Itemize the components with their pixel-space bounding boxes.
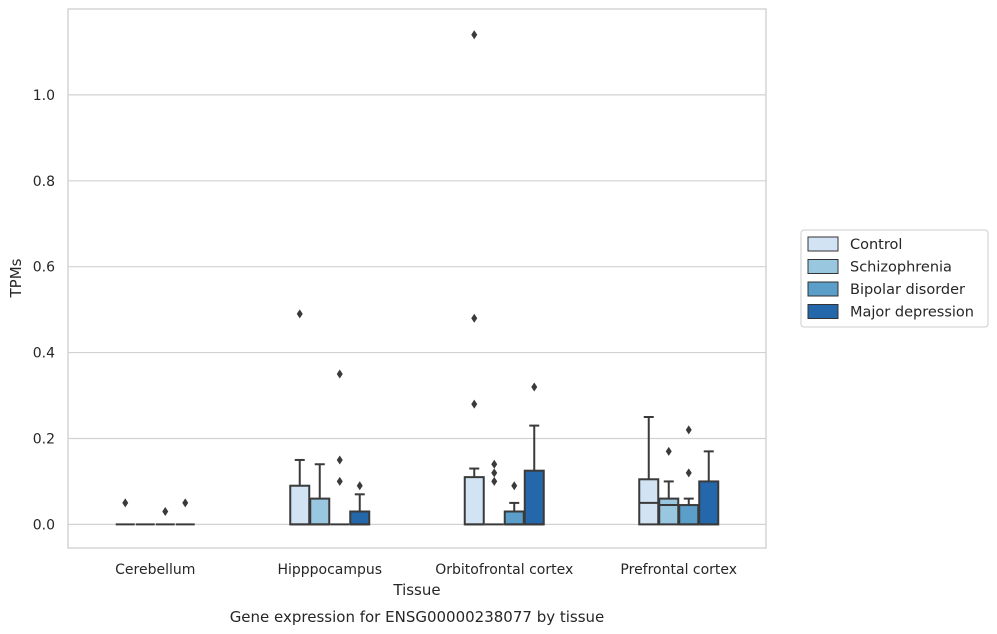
box-body xyxy=(698,480,720,526)
legend-label: Bipolar disorder xyxy=(850,282,965,298)
outlier-point xyxy=(182,498,189,508)
x-tick-label: Cerebellum xyxy=(115,562,195,578)
box-body xyxy=(678,504,700,526)
grid-lines xyxy=(68,94,766,525)
outlier-point xyxy=(471,399,478,409)
outlier-point xyxy=(122,498,129,508)
outlier-point xyxy=(491,468,498,478)
box-major-depression xyxy=(698,450,720,526)
legend-label: Schizophrenia xyxy=(850,260,952,276)
box-body xyxy=(658,497,680,526)
y-tick-label: 0.6 xyxy=(33,260,55,276)
x-tick-labels: Cerebellum Hipppocampus Orbitofrontal cort… xyxy=(115,562,737,578)
legend-frame xyxy=(800,229,989,328)
legend-swatch xyxy=(807,259,839,274)
box-bipolar-disorder xyxy=(503,501,525,526)
legend-entries: Control Schizophrenia Bipolar disorder Majo… xyxy=(807,236,974,321)
legend-swatch xyxy=(807,236,839,252)
box-body xyxy=(523,469,545,526)
y-tick-label: 0.2 xyxy=(33,431,55,447)
box-body xyxy=(463,476,485,526)
box-major-depression xyxy=(523,424,545,526)
box-control xyxy=(638,416,660,526)
outlier-point xyxy=(511,481,518,491)
plot-frame xyxy=(67,8,767,549)
y-tick-label: 0.4 xyxy=(33,346,55,362)
outlier-points xyxy=(122,30,692,516)
outlier-point xyxy=(685,425,692,435)
legend-swatch xyxy=(807,281,839,297)
box-bipolar-disorder xyxy=(678,497,700,526)
chart-caption: Gene expression for ENSG00000238077 by t… xyxy=(230,608,605,626)
legend-label: Control xyxy=(850,237,902,253)
x-tick-label: Prefrontal cortex xyxy=(620,562,737,578)
box-body xyxy=(503,510,525,526)
outlier-point xyxy=(336,476,343,486)
outlier-point xyxy=(491,476,498,486)
box-body xyxy=(309,497,331,526)
box-body xyxy=(349,510,371,526)
outlier-point xyxy=(471,313,478,323)
y-tick-label: 1.0 xyxy=(33,88,55,104)
outlier-point xyxy=(356,481,363,491)
outlier-point xyxy=(531,382,538,392)
legend-swatch xyxy=(807,304,839,319)
box-schizophrenia xyxy=(309,463,331,526)
outlier-point xyxy=(685,468,692,478)
y-axis-label: TPMs xyxy=(7,258,25,298)
box-body xyxy=(638,478,660,526)
outlier-point xyxy=(162,506,169,516)
x-tick-label: Orbitofrontal cortex xyxy=(435,562,573,578)
y-tick-label: 0.0 xyxy=(33,517,55,533)
box-body xyxy=(289,484,311,526)
outlier-point xyxy=(296,309,303,319)
outlier-point xyxy=(471,30,478,40)
box-series xyxy=(115,416,720,526)
outlier-point xyxy=(491,459,498,469)
y-tick-labels: 0.0 0.2 0.4 0.6 0.8 1.0 xyxy=(33,88,55,533)
box-schizophrenia xyxy=(658,480,680,526)
outlier-point xyxy=(336,455,343,465)
x-tick-label: Hipppocampus xyxy=(277,562,382,578)
outlier-point xyxy=(336,369,343,379)
legend: Control Schizophrenia Bipolar disorder Majo… xyxy=(800,229,989,328)
x-axis-label: Tissue xyxy=(392,581,440,599)
box-major-depression xyxy=(349,493,371,526)
outlier-point xyxy=(665,446,672,456)
y-tick-label: 0.8 xyxy=(33,174,55,190)
legend-label: Major depression xyxy=(850,305,974,321)
box-control xyxy=(463,467,485,526)
box-control xyxy=(289,458,311,526)
